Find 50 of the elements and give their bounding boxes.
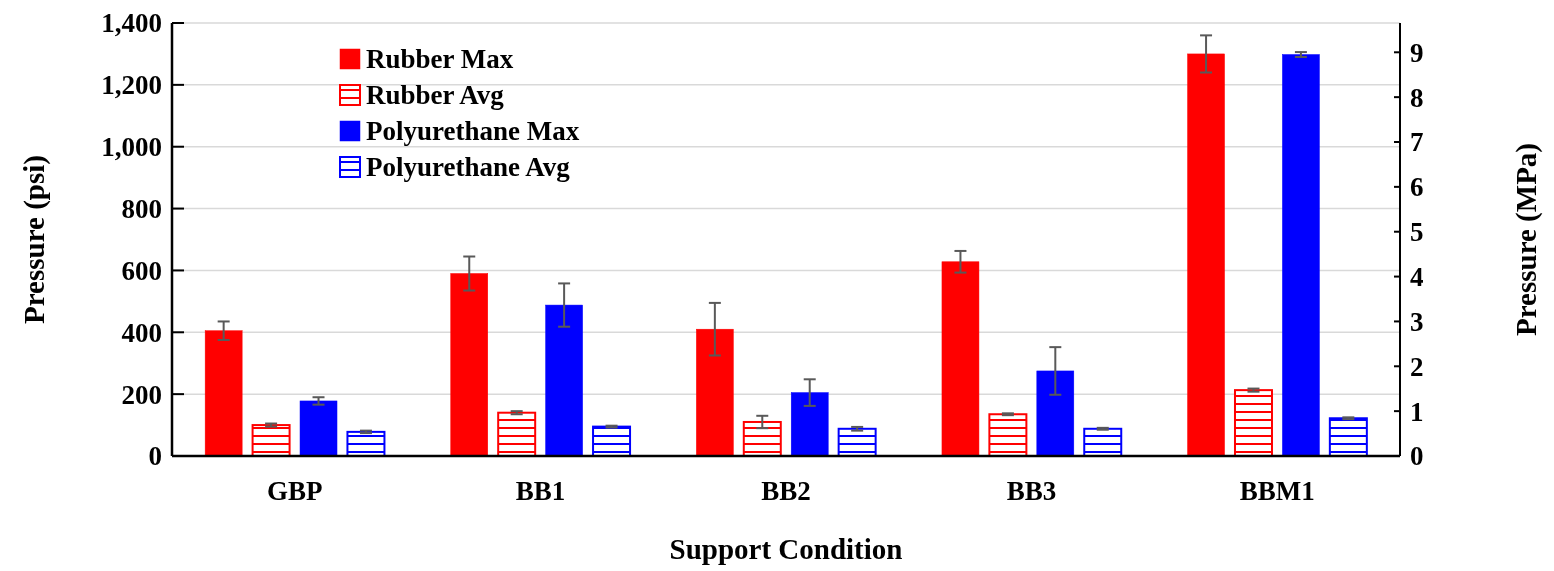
y2-tick-label: 6 xyxy=(1410,172,1424,203)
y-tick-label: 400 xyxy=(121,317,162,348)
y2-tick-label: 7 xyxy=(1410,127,1424,158)
bar xyxy=(251,424,291,457)
y-axis-title: Pressure (psi) xyxy=(18,155,51,324)
x-axis-title: Support Condition xyxy=(669,533,903,565)
legend-label: Polyurethane Avg xyxy=(366,152,571,183)
bar xyxy=(1187,53,1225,457)
x-tick-label: BB2 xyxy=(761,476,811,506)
bar xyxy=(204,330,243,457)
bar xyxy=(1233,389,1273,457)
bar xyxy=(742,420,782,457)
bar xyxy=(592,425,632,457)
bar xyxy=(837,427,877,457)
bar xyxy=(450,273,488,457)
y2-tick-label: 0 xyxy=(1410,441,1424,472)
bar xyxy=(346,430,386,457)
y2-tick-label: 4 xyxy=(1410,262,1424,293)
y2-axis-title: Pressure (MPa) xyxy=(1510,142,1543,337)
legend-label: Rubber Max xyxy=(366,44,514,75)
y-tick-label: 600 xyxy=(121,255,162,286)
bar xyxy=(1328,417,1368,457)
bar xyxy=(1083,427,1123,457)
legend-label: Polyurethane Max xyxy=(366,116,580,147)
y-tick-label: 1,400 xyxy=(101,8,162,39)
bar xyxy=(299,400,338,457)
y2-tick-label: 5 xyxy=(1410,217,1424,248)
y2-tick-label: 8 xyxy=(1410,82,1424,113)
x-tick-label: BBM1 xyxy=(1239,476,1315,506)
y2-tick-label: 1 xyxy=(1410,396,1424,427)
bar xyxy=(941,261,980,457)
y2-tick-label: 2 xyxy=(1410,351,1424,382)
x-tick-label: BB1 xyxy=(515,476,566,506)
bar xyxy=(497,411,537,457)
y2-tick-label: 9 xyxy=(1410,37,1424,68)
bar xyxy=(545,304,583,457)
bar xyxy=(988,413,1028,457)
bar xyxy=(696,328,734,457)
y-tick-label: 200 xyxy=(121,379,162,410)
bar xyxy=(1282,54,1320,457)
bar xyxy=(790,392,829,457)
x-tick-label: GBP xyxy=(267,476,323,506)
x-tick-label: BB3 xyxy=(1006,476,1057,506)
y-tick-label: 800 xyxy=(121,194,162,225)
legend-label: Rubber Avg xyxy=(366,80,505,111)
y2-tick-label: 3 xyxy=(1410,306,1424,337)
y-tick-label: 1,000 xyxy=(101,132,162,163)
y-tick-label: 1,200 xyxy=(101,70,162,101)
bar xyxy=(1036,370,1075,457)
y-tick-label: 0 xyxy=(148,441,162,472)
